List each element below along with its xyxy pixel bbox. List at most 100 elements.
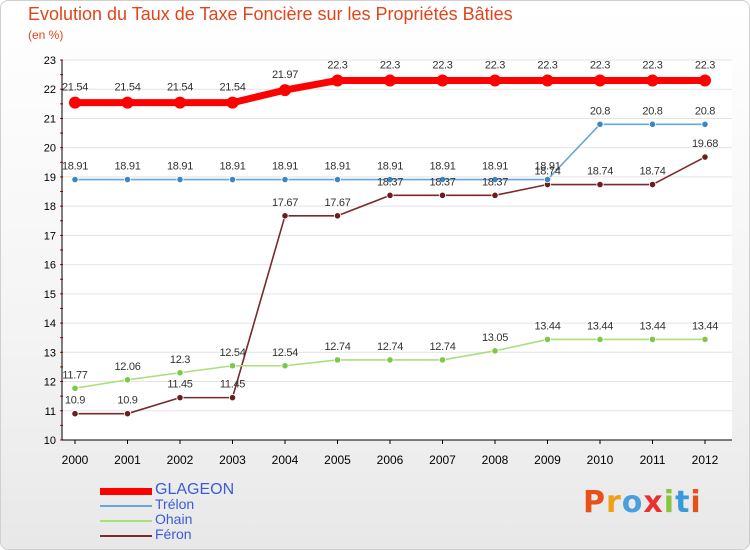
data-label-glageon: 21.54 [167, 82, 193, 94]
data-label-ohain: 12.74 [377, 341, 403, 353]
data-point-ohain [228, 362, 237, 370]
data-point-trélon [71, 175, 79, 184]
data-label-trélon: 18.91 [377, 161, 403, 173]
x-tick-label: 2000 [62, 453, 89, 467]
logo-letter: r [606, 485, 622, 520]
data-point-ohain [123, 376, 132, 384]
data-point-glageon [699, 74, 711, 87]
data-point-féron [438, 191, 447, 199]
data-label-glageon: 21.97 [272, 69, 298, 81]
x-tick-label: 2004 [272, 453, 299, 467]
data-point-féron [596, 180, 604, 189]
data-point-trélon [333, 175, 342, 184]
y-tick-label: 17 [44, 230, 56, 242]
data-label-féron: 19.68 [692, 138, 718, 150]
data-point-ohain [648, 335, 657, 344]
data-label-trélon: 20.8 [642, 105, 662, 117]
data-point-féron [333, 212, 342, 220]
y-tick-label: 13 [44, 347, 56, 359]
data-label-ohain: 12.74 [429, 341, 455, 353]
legend-label: GLAGEON [155, 481, 235, 498]
data-label-glageon: 21.54 [62, 82, 88, 94]
legend-swatch [100, 505, 152, 507]
data-label-trélon: 20.8 [590, 105, 610, 117]
data-point-trélon [281, 175, 289, 184]
logo-letter: i [690, 485, 702, 520]
data-label-ohain: 12.3 [170, 354, 190, 366]
x-tick-label: 2002 [167, 453, 194, 467]
data-point-ohain [333, 356, 342, 364]
data-point-glageon [279, 84, 291, 97]
data-point-féron [491, 191, 499, 199]
data-label-glageon: 22.3 [695, 59, 715, 71]
data-point-ohain [176, 369, 184, 377]
data-label-ohain: 13.44 [692, 320, 718, 332]
data-point-trélon [701, 120, 709, 128]
x-tick-label: 2006 [377, 453, 404, 467]
data-label-féron: 11.45 [220, 379, 245, 391]
y-tick-label: 11 [45, 406, 56, 418]
data-point-trélon [491, 175, 499, 184]
x-tick-label: 2005 [324, 453, 351, 467]
logo-letter: P [583, 485, 606, 520]
legend-label: Ohain [155, 511, 193, 527]
data-label-glageon: 22.3 [327, 59, 347, 71]
data-point-féron [123, 410, 132, 418]
data-label-ohain: 13.44 [534, 320, 560, 332]
x-tick-label: 2009 [534, 453, 561, 467]
data-label-féron: 18.37 [429, 176, 455, 188]
data-point-glageon [121, 96, 134, 109]
data-label-glageon: 22.3 [380, 59, 400, 71]
data-point-trélon [228, 175, 237, 184]
y-unit-label: (en %) [28, 28, 64, 42]
data-point-trélon [648, 120, 657, 128]
data-point-glageon [226, 96, 239, 109]
y-tick-label: 22 [44, 84, 56, 96]
data-label-ohain: 13.44 [587, 320, 613, 332]
data-point-glageon [646, 74, 659, 87]
data-label-trélon: 20.8 [695, 105, 715, 117]
data-label-glageon: 22.3 [537, 59, 557, 71]
data-label-trélon: 18.91 [167, 161, 193, 173]
legend-swatch [100, 520, 152, 522]
data-point-glageon [331, 74, 344, 87]
data-label-trélon: 18.91 [324, 161, 350, 173]
logo-letter: x [643, 485, 664, 520]
proxiti-logo: Proxiti [583, 485, 702, 520]
data-point-glageon [174, 96, 186, 109]
data-point-trélon [596, 120, 604, 128]
data-label-féron: 10.9 [65, 395, 85, 407]
chart-title: Evolution du Taux de Taxe Foncière sur l… [28, 4, 513, 24]
data-point-ohain [701, 335, 709, 344]
data-label-glageon: 22.3 [590, 59, 610, 71]
x-tick-label: 2001 [114, 453, 141, 467]
data-label-féron: 11.45 [167, 379, 192, 391]
data-label-ohain: 11.77 [62, 369, 87, 381]
x-tick-label: 2012 [692, 453, 719, 467]
data-label-féron: 18.74 [534, 166, 560, 178]
logo-letter: i [663, 485, 676, 520]
y-tick-label: 15 [44, 289, 56, 301]
x-tick-label: 2011 [640, 453, 666, 467]
data-label-trélon: 18.91 [429, 161, 455, 173]
data-point-féron [701, 153, 709, 161]
y-tick-label: 20 [44, 143, 56, 155]
data-label-trélon: 18.91 [272, 161, 298, 173]
data-label-glageon: 22.3 [642, 59, 662, 71]
data-label-trélon: 18.91 [534, 161, 560, 173]
data-point-ohain [438, 356, 447, 364]
data-point-féron [386, 191, 394, 199]
data-point-ohain [491, 347, 499, 355]
data-point-glageon [69, 96, 81, 109]
logo-letter: o [621, 485, 644, 520]
x-tick-label: 2007 [429, 453, 456, 467]
data-label-ohain: 12.06 [114, 361, 140, 373]
data-point-ohain [71, 384, 79, 392]
data-point-glageon [594, 74, 606, 87]
y-tick-label: 21 [44, 113, 56, 125]
y-tick-label: 18 [44, 201, 56, 213]
data-label-féron: 18.37 [377, 176, 403, 188]
data-point-trélon [438, 175, 447, 184]
data-label-ohain: 12.74 [324, 341, 350, 353]
